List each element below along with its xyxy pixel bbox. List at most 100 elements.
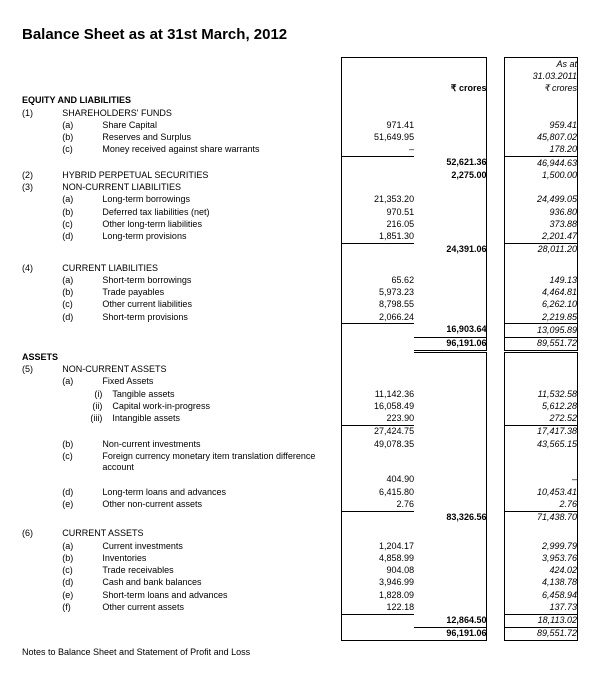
cur-val: 223.90 — [341, 413, 414, 426]
prev-val: 2.76 — [505, 498, 578, 511]
prev-val: 3,953.76 — [505, 552, 578, 564]
cur-val: 971.41 — [341, 119, 414, 131]
subtotal-prev: 71,438.70 — [505, 511, 578, 524]
row-text: SHAREHOLDERS' FUNDS — [62, 107, 341, 119]
subtotal-cur: 24,391.06 — [414, 243, 487, 256]
cur-val: 2,275.00 — [414, 169, 487, 181]
prev-val: 272.52 — [505, 413, 578, 426]
cur-val: 122.18 — [341, 601, 414, 614]
row-text: Share Capital — [102, 119, 341, 131]
row-label: (d) — [62, 577, 102, 589]
row-text: Money received against share warrants — [102, 144, 341, 157]
cur-val: 11,142.36 — [341, 388, 414, 400]
row-text: Short-term provisions — [102, 311, 341, 324]
row-label: (e) — [62, 589, 102, 601]
grand-total-cur: 96,191.06 — [414, 627, 487, 640]
balance-sheet-table: As at 31.03.2011 ₹ crores ₹ crores EQUIT… — [22, 57, 578, 641]
row-text: NON-CURRENT LIABILITIES — [62, 182, 341, 194]
row-text: Trade receivables — [102, 565, 341, 577]
row-text: Other current liabilities — [102, 299, 341, 311]
subtotal-cur: 83,326.56 — [414, 511, 487, 524]
row-label: (a) — [62, 194, 102, 206]
row-label: (i) — [62, 388, 102, 400]
prev-val: 1,500.00 — [505, 169, 578, 181]
row-text: Long-term provisions — [102, 231, 341, 244]
prev-asat: As at — [505, 58, 578, 71]
subtotal-cur: 12,864.50 — [414, 614, 487, 627]
cur-val: 1,828.09 — [341, 589, 414, 601]
prev-val: 149.13 — [505, 274, 578, 286]
prev-val: 24,499.05 — [505, 194, 578, 206]
row-label: (4) — [22, 262, 62, 274]
cur-val: 4,858.99 — [341, 552, 414, 564]
prev-val: 45,807.02 — [505, 132, 578, 144]
row-label: (c) — [62, 144, 102, 157]
row-label: (b) — [62, 287, 102, 299]
row-text: Other long-term liabilities — [102, 218, 341, 230]
cur-val: 2.76 — [341, 498, 414, 511]
row-text: Trade payables — [102, 287, 341, 299]
row-text: Inventories — [102, 552, 341, 564]
row-label: (c) — [62, 218, 102, 230]
row-label: (d) — [62, 231, 102, 244]
row-label: (d) — [62, 486, 102, 498]
subtotal-prev: 28,011.20 — [505, 243, 578, 256]
cur-val: 1,851.30 — [341, 231, 414, 244]
row-label: (iii) — [62, 413, 102, 426]
row-label: (a) — [62, 540, 102, 552]
row-text: Tangible assets — [102, 388, 341, 400]
cur-val: 970.51 — [341, 206, 414, 218]
prev-val: 6,262.10 — [505, 299, 578, 311]
prev-val: 6,458.94 — [505, 589, 578, 601]
row-text: CURRENT LIABILITIES — [62, 262, 341, 274]
row-text: NON-CURRENT ASSETS — [62, 364, 341, 376]
prev-val: 4,138.78 — [505, 577, 578, 589]
subtotal-prev: 18,113.02 — [505, 614, 578, 627]
row-text: Non-current investments — [102, 438, 341, 450]
cur-val: 16,058.49 — [341, 400, 414, 412]
cur-val: 8,798.55 — [341, 299, 414, 311]
row-text: Short-term borrowings — [102, 274, 341, 286]
prev-val: 5,612.28 — [505, 400, 578, 412]
cur-val: – — [341, 144, 414, 157]
cur-val: 49,078.35 — [341, 438, 414, 450]
row-label: (f) — [62, 601, 102, 614]
footnote: Notes to Balance Sheet and Statement of … — [22, 647, 578, 657]
prev-date: 31.03.2011 — [505, 70, 578, 82]
row-label: (c) — [62, 565, 102, 577]
row-text: Long-term loans and advances — [102, 486, 341, 498]
prev-val: 2,219.85 — [505, 311, 578, 324]
row-text: Long-term borrowings — [102, 194, 341, 206]
prev-val: 373.88 — [505, 218, 578, 230]
row-label: (c) — [62, 299, 102, 311]
row-label: (1) — [22, 107, 62, 119]
cur-val: 3,946.99 — [341, 577, 414, 589]
prev-val: 10,453.41 — [505, 486, 578, 498]
cur-val: 51,649.95 — [341, 132, 414, 144]
row-text: CURRENT ASSETS — [62, 528, 341, 540]
row-label: (c) — [62, 450, 102, 474]
row-label: (ii) — [62, 400, 102, 412]
cur-val: 904.08 — [341, 565, 414, 577]
row-text: Capital work-in-progress — [102, 400, 341, 412]
row-text: Other current assets — [102, 601, 341, 614]
cur-val: 216.05 — [341, 218, 414, 230]
row-label: (b) — [62, 206, 102, 218]
cur-val: 65.62 — [341, 274, 414, 286]
row-label: (b) — [62, 552, 102, 564]
grand-total-prev: 89,551.72 — [505, 627, 578, 640]
section-equity-liabilities: EQUITY AND LIABILITIES — [22, 95, 341, 107]
cur-val: 5,973.23 — [341, 287, 414, 299]
grand-total-cur: 96,191.06 — [414, 337, 487, 351]
row-label: (d) — [62, 311, 102, 324]
subtotal-prev: 17,417.38 — [505, 425, 578, 438]
row-text: Short-term loans and advances — [102, 589, 341, 601]
row-text: Fixed Assets — [102, 376, 341, 388]
row-text: HYBRID PERPETUAL SECURITIES — [62, 169, 341, 181]
row-label: (a) — [62, 274, 102, 286]
row-text: Other non-current assets — [102, 498, 341, 511]
prev-val: – — [505, 474, 578, 486]
grand-total-prev: 89,551.72 — [505, 337, 578, 351]
row-label: (a) — [62, 376, 102, 388]
subtotal-prev: 46,944.63 — [505, 157, 578, 170]
